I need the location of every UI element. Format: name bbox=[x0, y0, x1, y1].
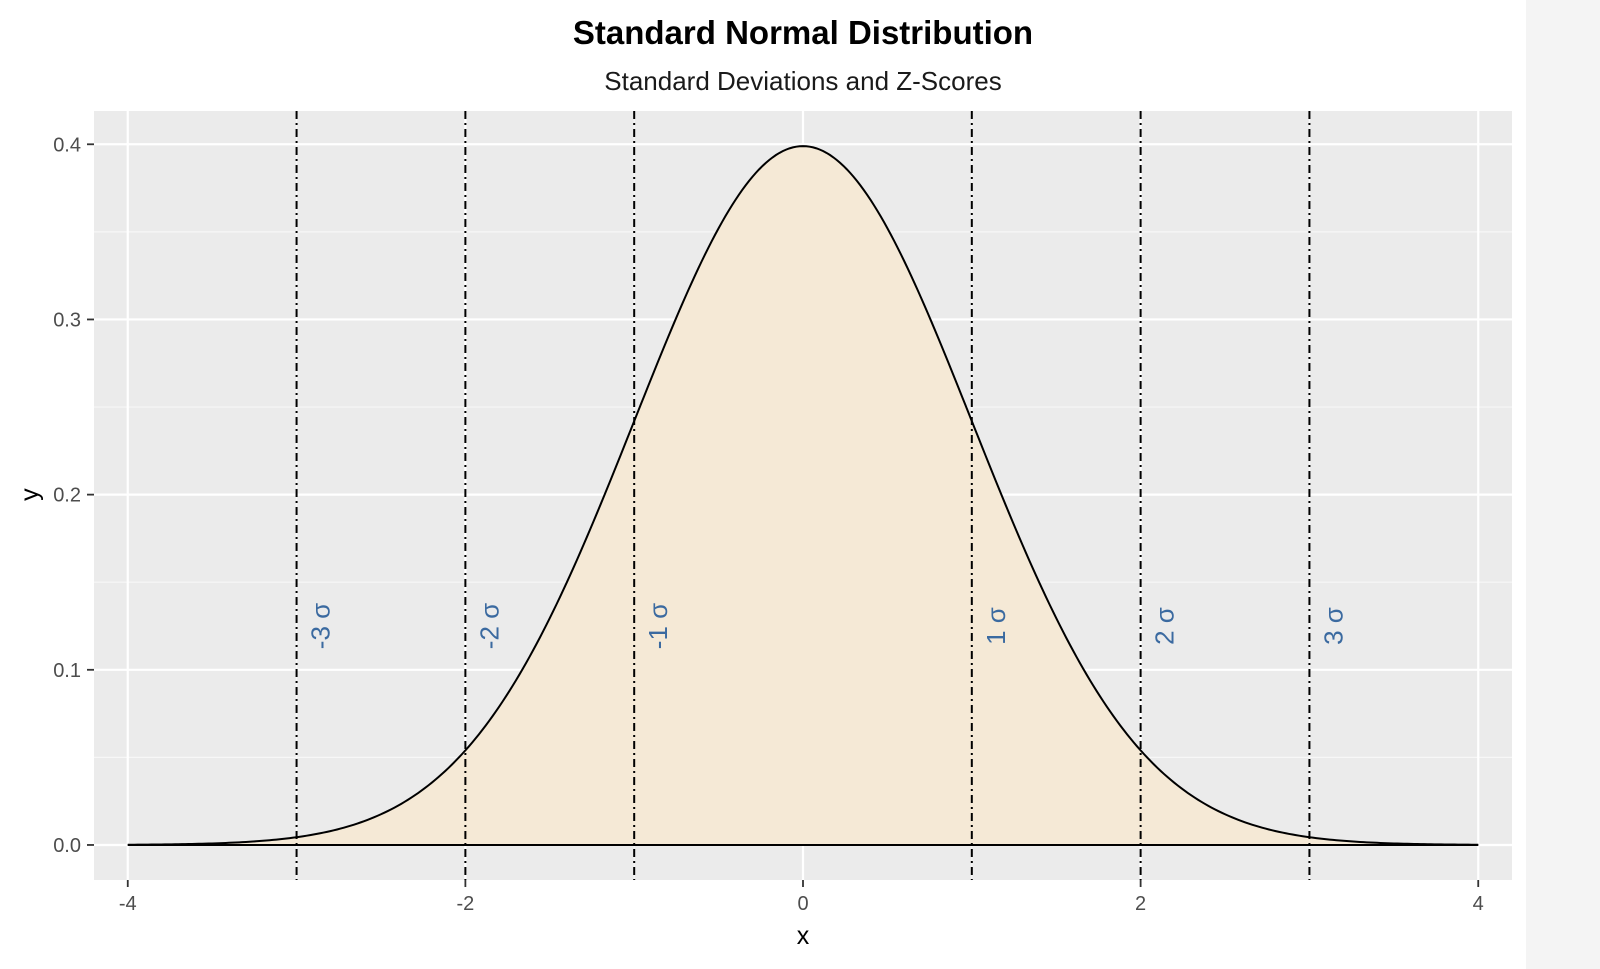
sigma-label: 3 σ bbox=[1318, 607, 1348, 645]
y-tick-label: 0.3 bbox=[53, 309, 81, 331]
y-tick-label: 0.2 bbox=[53, 485, 81, 507]
sigma-label: 1 σ bbox=[981, 607, 1011, 645]
density-area bbox=[127, 146, 1479, 845]
y-axis-label: y bbox=[16, 488, 44, 501]
x-tick-label: 0 bbox=[797, 893, 808, 915]
chart-svg: -3 σ -2 σ -1 σ 1 σ 2 σ 3 σ 0.0 0.1 0.2 0.3 0.4 -4… bbox=[16, 111, 1512, 950]
sigma-labels: -3 σ -2 σ -1 σ 1 σ 2 σ 3 σ bbox=[306, 603, 1349, 649]
chart-subtitle: Standard Deviations and Z-Scores bbox=[604, 66, 1002, 96]
sigma-lines bbox=[295, 111, 1311, 880]
x-axis-label: x bbox=[797, 922, 810, 950]
sigma-label: 2 σ bbox=[1150, 607, 1180, 645]
x-axis: -4 -2 0 2 4 bbox=[119, 880, 1484, 915]
sigma-label: -3 σ bbox=[306, 603, 336, 649]
sigma-label: -1 σ bbox=[643, 603, 673, 649]
chart-title: Standard Normal Distribution bbox=[572, 14, 1034, 51]
sigma-label: -2 σ bbox=[474, 603, 504, 649]
y-tick-label: 0.1 bbox=[53, 660, 81, 682]
x-tick-label: -2 bbox=[456, 893, 474, 915]
x-tick-label: -4 bbox=[119, 893, 137, 915]
figure: Standard Normal Distribution Standard De… bbox=[0, 0, 1526, 969]
density-curve bbox=[127, 145, 1479, 846]
x-tick-label: 2 bbox=[1135, 893, 1146, 915]
x-tick-label: 4 bbox=[1473, 893, 1484, 915]
y-tick-label: 0.4 bbox=[53, 134, 81, 156]
y-tick-label: 0.0 bbox=[53, 835, 81, 857]
y-axis: 0.0 0.1 0.2 0.3 0.4 bbox=[53, 134, 94, 857]
